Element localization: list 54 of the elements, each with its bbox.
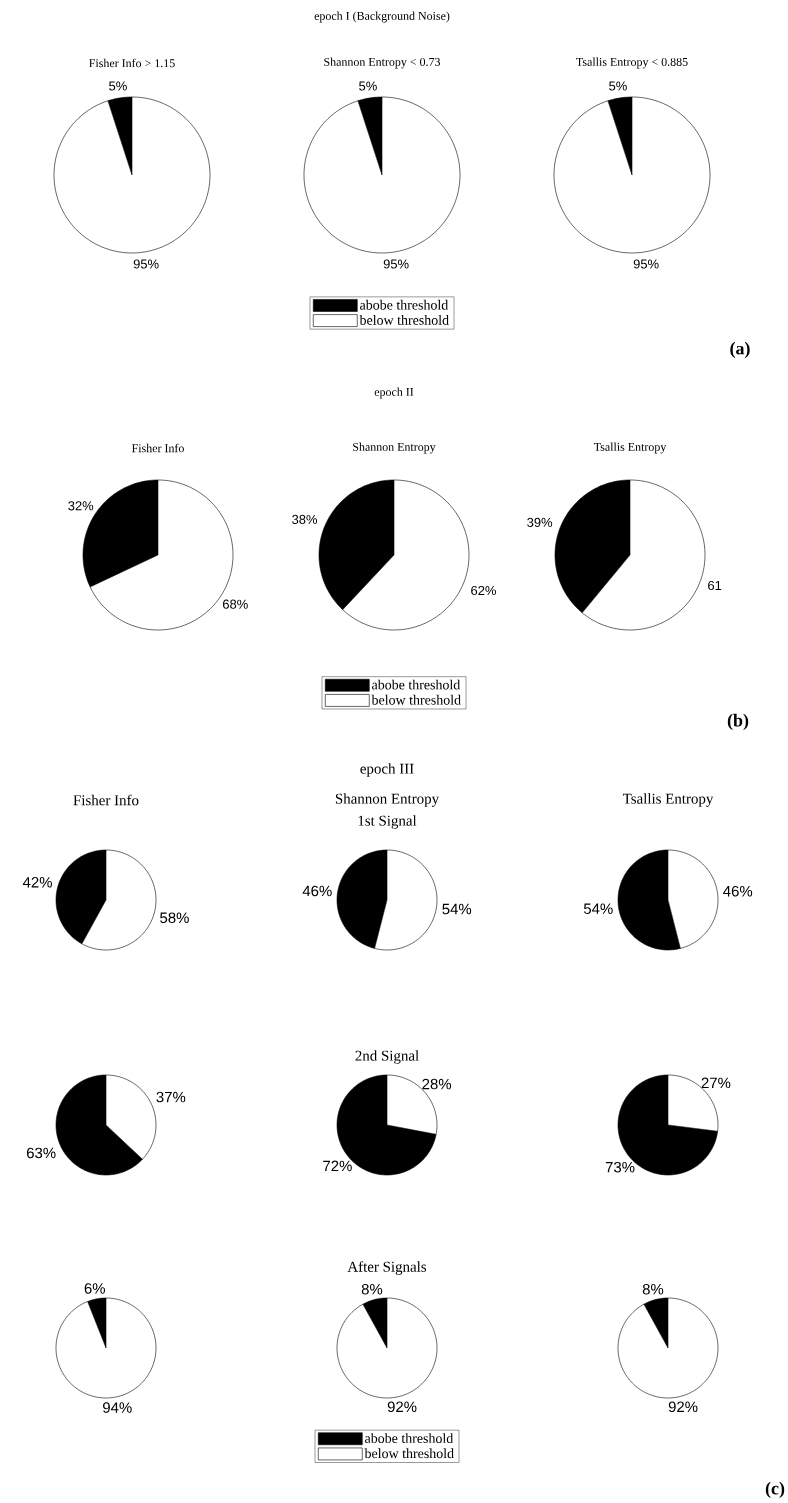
data-label: 5%: [609, 81, 627, 91]
chart-title: Shannon Entropy < 0.73: [324, 57, 441, 69]
chart-title: Fisher Info > 1.15: [89, 58, 175, 68]
data-label: 38%: [292, 514, 318, 525]
chart-title: Shannon Entropy: [353, 442, 436, 454]
chart-title: After Signals: [347, 1261, 427, 1275]
data-label: 28%: [422, 1078, 452, 1090]
data-label: 92%: [668, 1401, 698, 1413]
data-label: 46%: [723, 885, 753, 897]
legend-label: below threshold: [359, 315, 449, 325]
data-label: 37%: [156, 1091, 186, 1103]
data-label: 61: [708, 580, 722, 591]
data-label: 58%: [160, 912, 189, 924]
data-label: 95%: [383, 259, 409, 269]
data-label: 46%: [302, 885, 332, 897]
chart-title: 2nd Signal: [355, 1050, 419, 1064]
chart-title: Tsallis Entropy: [593, 442, 667, 454]
chart-title: Shannon Entropy: [335, 793, 440, 807]
legend-label: below threshold: [364, 1448, 454, 1459]
data-label: 42%: [22, 876, 52, 888]
legend-label: abobe threshold: [372, 679, 461, 690]
legend-label: below threshold: [371, 694, 461, 705]
data-label: 54%: [442, 903, 472, 915]
legend-label: abobe threshold: [360, 299, 449, 310]
chart-subtitle: 1st Signal: [358, 815, 417, 829]
data-label: 63%: [26, 1147, 56, 1159]
data-label: 39%: [527, 517, 553, 527]
legend-label: abobe threshold: [365, 1433, 454, 1444]
chart-title: Fisher Info: [131, 443, 184, 453]
data-label: 92%: [387, 1401, 417, 1413]
text: epoch II: [374, 387, 414, 399]
chart-title: Tsallis Entropy < 0.885: [576, 57, 688, 69]
data-label: 72%: [323, 1160, 352, 1172]
data-label: 6%: [84, 1283, 105, 1294]
text: (a): [730, 341, 750, 359]
data-label: 8%: [361, 1283, 383, 1295]
data-label: 95%: [133, 259, 159, 269]
text: epoch I (Background Noise): [314, 11, 450, 23]
chart-title: Fisher Info: [73, 794, 139, 806]
text: (c): [765, 1481, 785, 1499]
data-label: 94%: [103, 1402, 132, 1413]
data-label: 5%: [359, 81, 377, 91]
data-label: 8%: [642, 1283, 664, 1295]
text: (b): [727, 713, 749, 731]
data-label: 54%: [583, 903, 613, 914]
data-label: 62%: [471, 585, 496, 596]
data-label: 95%: [633, 259, 659, 269]
data-label: 27%: [701, 1077, 731, 1089]
data-label: 68%: [222, 599, 248, 609]
data-label: 5%: [109, 81, 127, 91]
data-label: 32%: [68, 501, 94, 511]
text: epoch III: [360, 763, 414, 777]
chart-title: Tsallis Entropy: [622, 793, 714, 807]
data-label: 73%: [605, 1161, 635, 1173]
